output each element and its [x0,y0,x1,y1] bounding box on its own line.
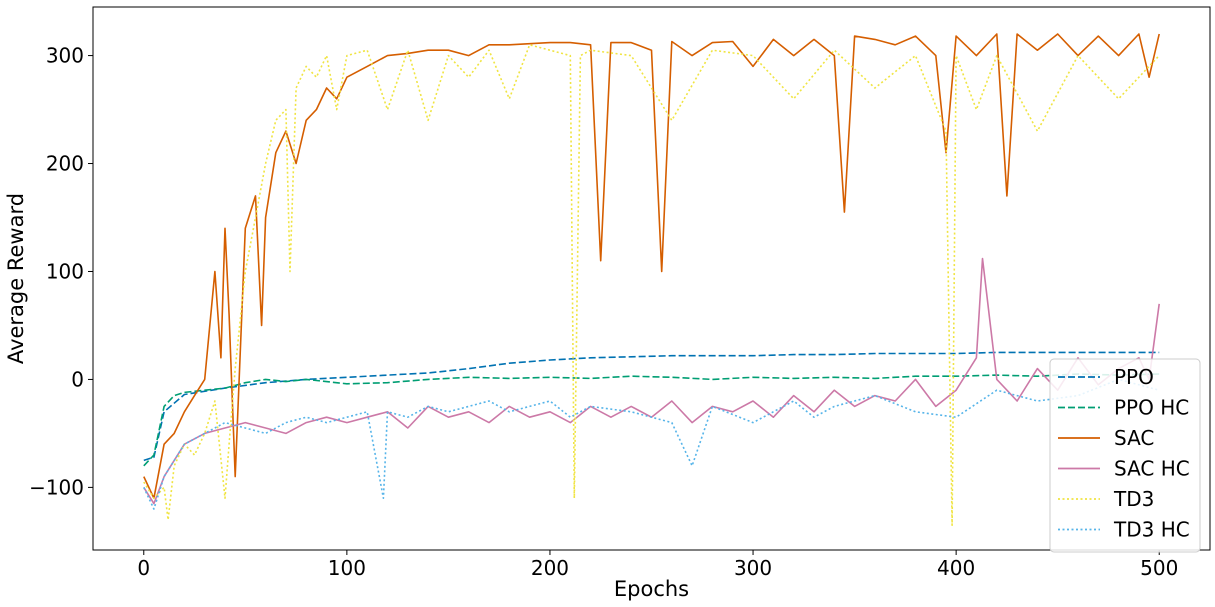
legend-label: PPO [1114,365,1154,389]
legend-label: SAC [1114,426,1154,450]
legend-box [1049,358,1201,553]
x-tick-label: 100 [328,556,366,580]
legend-label: TD3 [1113,487,1154,511]
y-axis-label: Average Reward [4,193,28,364]
y-tick-label: 100 [46,259,84,283]
legend-label: SAC HC [1114,457,1190,481]
y-tick-label: −100 [29,475,84,499]
legend-label: PPO HC [1114,396,1189,420]
y-tick-label: 0 [71,367,84,391]
x-tick-label: 500 [1140,556,1178,580]
series-line-td3-hc [143,378,1160,510]
x-tick-label: 400 [937,556,975,580]
series-line-ppo-hc [143,373,1160,467]
x-tick-label: 200 [531,556,569,580]
series-line-sac [143,33,1160,500]
legend: PPO PPO HC SAC SAC HC TD3 TD3 HC [1049,358,1201,553]
series-line-td3 [143,43,1160,527]
series-line-sac-hc [143,257,1160,505]
x-axis-label: Epochs [614,577,689,601]
x-tick-label: 0 [137,556,150,580]
x-tick-label: 300 [734,556,772,580]
plot-lines [143,33,1160,527]
y-tick-label: 200 [46,152,84,176]
x-axis-ticks: 0 100 200 300 400 500 [137,550,1178,580]
y-tick-label: 300 [46,44,84,68]
y-axis-ticks: −100 0 100 200 300 [29,44,93,499]
series-line-ppo [143,351,1160,462]
legend-label: TD3 HC [1113,518,1190,542]
plot-frame [92,6,1211,551]
